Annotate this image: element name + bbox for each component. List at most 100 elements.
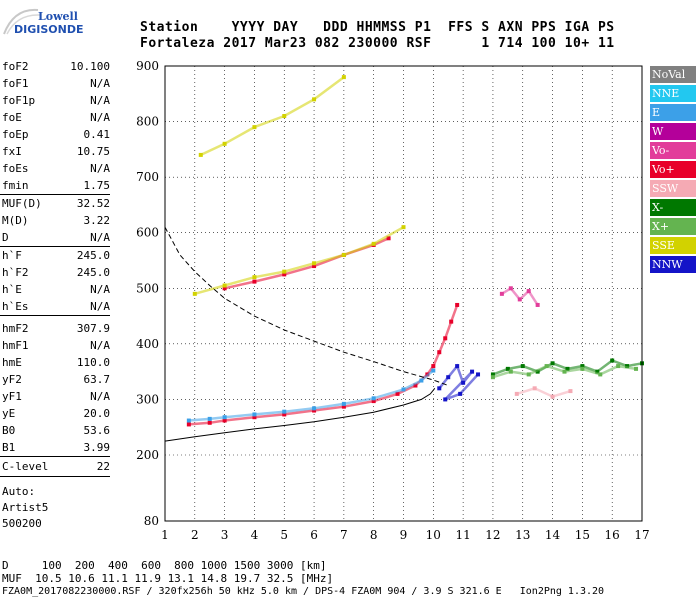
data-point xyxy=(222,141,227,146)
legend-item-w: W xyxy=(650,123,696,140)
divider xyxy=(0,194,110,195)
profile-solid-curve xyxy=(164,387,436,442)
y-tick-label: 80 xyxy=(144,514,159,528)
data-point xyxy=(437,350,442,355)
data-point xyxy=(455,364,460,369)
data-point xyxy=(517,297,522,302)
param-row: hmE 110.0 xyxy=(2,356,110,369)
data-point xyxy=(282,272,287,277)
data-point xyxy=(476,372,481,377)
param-row: B0 53.6 xyxy=(2,424,110,437)
y-tick-label: 300 xyxy=(136,392,159,406)
data-point xyxy=(550,361,555,366)
data-point xyxy=(312,406,317,411)
param-row: yF2 63.7 xyxy=(2,373,110,386)
param-row: D N/A xyxy=(2,231,110,244)
data-point xyxy=(598,372,603,377)
data-point xyxy=(198,152,203,157)
data-point xyxy=(341,401,346,406)
y-tick-label: 500 xyxy=(136,281,159,295)
footer-distance-row: D 100 200 400 600 800 1000 1500 3000 [km… xyxy=(2,559,327,572)
legend-item-ssw: SSW xyxy=(650,180,696,197)
param-row: foE N/A xyxy=(2,111,110,124)
data-point xyxy=(526,372,531,377)
legend-item-nnw: NNW xyxy=(650,256,696,273)
y-tick-label: 400 xyxy=(136,337,159,351)
param-row: h`F2 245.0 xyxy=(2,266,110,279)
param-row: M(D) 3.22 xyxy=(2,214,110,227)
param-row: fmin 1.75 xyxy=(2,179,110,192)
chart-traces xyxy=(186,75,644,427)
data-point xyxy=(580,364,585,369)
x-tick-label: 10 xyxy=(426,528,441,542)
header-row-2: Fortaleza 2017 Mar23 082 230000 RSF 1 71… xyxy=(140,36,615,51)
data-point xyxy=(401,225,406,230)
data-point xyxy=(455,302,460,307)
legend-item-vo-minus: Vo- xyxy=(650,142,696,159)
data-point xyxy=(419,378,424,383)
legend-item-noval: NoVal xyxy=(650,66,696,83)
data-point xyxy=(207,416,212,421)
param-row: hmF2 307.9 xyxy=(2,322,110,335)
data-point xyxy=(371,396,376,401)
data-point xyxy=(222,415,227,420)
data-point xyxy=(186,418,191,423)
data-point xyxy=(568,389,573,394)
x-tick-label: 15 xyxy=(575,528,590,542)
y-tick-label: 600 xyxy=(136,226,159,240)
auto-name: Artist5 xyxy=(2,501,49,514)
data-point xyxy=(312,261,317,266)
logo-company: Lowell xyxy=(38,10,78,23)
data-point xyxy=(490,375,495,380)
divider xyxy=(0,246,110,247)
x-tick-label: 17 xyxy=(634,528,649,542)
data-point xyxy=(532,386,537,391)
data-point xyxy=(470,369,475,374)
legend-item-e: E xyxy=(650,104,696,121)
trace-line xyxy=(224,237,390,290)
auto-label: Auto: xyxy=(2,485,36,498)
data-point xyxy=(544,364,549,369)
data-point xyxy=(449,319,454,324)
trace-line xyxy=(516,386,571,398)
legend-item-vo-plus: Vo+ xyxy=(650,161,696,178)
param-row: hmF1 N/A xyxy=(2,339,110,352)
param-row: foF2 10.100 xyxy=(2,60,110,73)
y-tick-label: 900 xyxy=(136,59,159,73)
data-point xyxy=(222,283,227,288)
data-point xyxy=(252,275,257,280)
data-point xyxy=(431,368,436,373)
param-row: MUF(D) 32.52 xyxy=(2,197,110,210)
data-point xyxy=(252,412,257,417)
data-point xyxy=(595,369,600,374)
y-tick-label: 700 xyxy=(136,170,159,184)
data-point xyxy=(371,241,376,246)
param-row: h`F 245.0 xyxy=(2,249,110,262)
data-point xyxy=(282,412,287,417)
trace-line xyxy=(188,304,459,426)
data-point xyxy=(458,391,463,396)
x-tick-label: 6 xyxy=(310,528,318,542)
plot-frame xyxy=(164,65,643,522)
data-point xyxy=(610,358,615,363)
logo-mark-icon xyxy=(3,8,41,35)
legend-item-nne: NNE xyxy=(650,85,696,102)
x-tick-label: 5 xyxy=(280,528,288,542)
y-tick-label: 200 xyxy=(136,448,159,462)
divider xyxy=(0,315,110,316)
data-point xyxy=(625,364,630,369)
footer-muf-row: MUF 10.5 10.6 11.1 11.9 13.1 14.8 19.7 3… xyxy=(2,572,334,585)
data-point xyxy=(446,375,451,380)
data-point xyxy=(443,336,448,341)
data-point xyxy=(431,364,436,369)
data-point xyxy=(282,269,287,274)
x-tick-label: 16 xyxy=(605,528,620,542)
param-row: h`E N/A xyxy=(2,283,110,296)
data-point xyxy=(580,366,585,371)
param-row: foEp 0.41 xyxy=(2,128,110,141)
trace-line xyxy=(194,226,405,296)
data-point xyxy=(186,422,191,427)
data-point xyxy=(634,366,639,371)
x-tick-label: 14 xyxy=(545,528,561,542)
data-point xyxy=(490,372,495,377)
